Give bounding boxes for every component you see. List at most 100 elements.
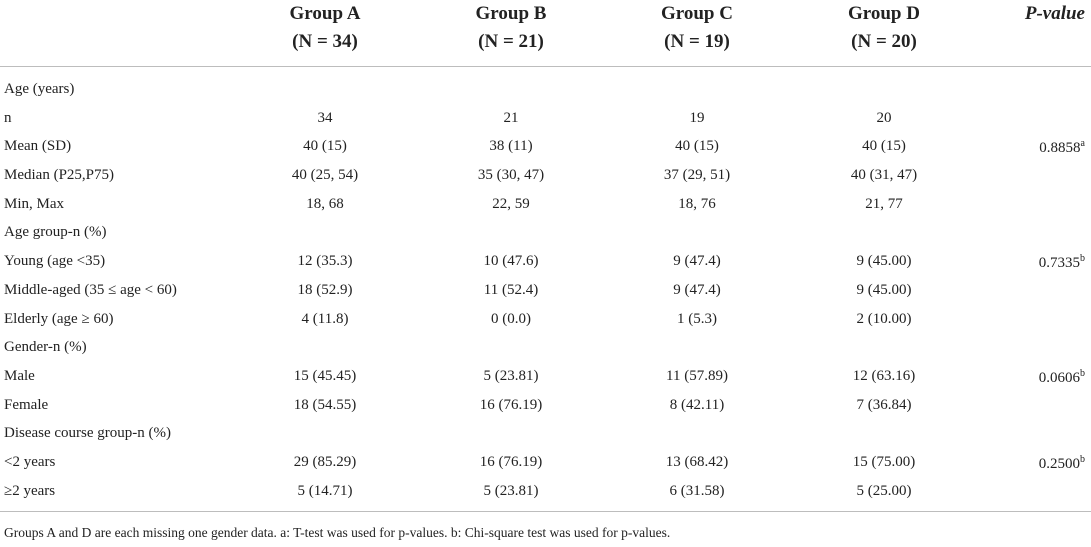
row-label: Young (age <35): [4, 253, 106, 270]
header-group-d-label: Group D: [848, 3, 920, 24]
cell-value: 40 (15): [675, 138, 719, 155]
table-row: Gender-n (%): [0, 333, 1091, 362]
cell-value: 5 (23.81): [483, 482, 539, 499]
cell-value: 1 (5.3): [677, 310, 717, 327]
cell-value: 21: [503, 109, 519, 126]
cell-pvalue: 0.2500b: [1039, 454, 1085, 473]
cell-value: 9 (47.4): [673, 253, 721, 270]
cell-value: 5 (25.00): [856, 482, 912, 499]
cell-value: 22, 59: [492, 195, 530, 212]
cell-value: 7 (36.84): [856, 396, 912, 413]
row-label: Middle-aged (35 ≤ age < 60): [4, 281, 177, 298]
pvalue-number: 0.8858: [1039, 140, 1081, 157]
cell-value: 18, 76: [678, 195, 716, 212]
cell-value: 9 (47.4): [673, 281, 721, 298]
header-group-c-label: Group C: [661, 3, 733, 24]
cell-value: 34: [317, 109, 333, 126]
row-label: Min, Max: [4, 195, 64, 212]
header-pvalue-label: P-value: [1024, 3, 1085, 24]
pvalue-superscript: a: [1080, 138, 1085, 150]
cell-value: 18 (52.9): [297, 281, 353, 298]
row-label: ≥2 years: [4, 482, 56, 499]
row-label: n: [4, 109, 12, 126]
cell-value: 4 (11.8): [301, 310, 349, 327]
cell-value: 6 (31.58): [669, 482, 725, 499]
pvalue-superscript: b: [1080, 253, 1085, 265]
cell-pvalue: 0.8858a: [1039, 138, 1085, 157]
cell-value: 0 (0.0): [491, 310, 531, 327]
header-group-b-n: (N = 21): [478, 31, 544, 52]
header-pvalue: P-value: [1025, 0, 1085, 28]
pvalue-number: 0.7335: [1038, 255, 1080, 272]
pvalue-superscript: b: [1080, 367, 1085, 379]
cell-value: 29 (85.29): [293, 453, 357, 470]
cell-value: 40 (31, 47): [850, 167, 918, 184]
row-label: Age group-n (%): [4, 224, 107, 241]
row-label: Gender-n (%): [4, 339, 87, 356]
header-group-c-n: (N = 19): [664, 31, 730, 52]
cell-value: 40 (15): [303, 138, 347, 155]
cell-value: 13 (68.42): [665, 453, 729, 470]
table-row: Age group-n (%): [0, 218, 1091, 247]
cell-value: 12 (35.3): [297, 253, 353, 270]
table-row: Min, Max 18, 68 22, 59 18, 76 21, 77: [0, 190, 1091, 219]
cell-value: 21, 77: [865, 195, 903, 212]
header-group-b: Group B (N = 21): [451, 0, 571, 56]
table-row: Young (age <35) 12 (35.3) 10 (47.6) 9 (47.4…: [0, 247, 1091, 276]
table-row: Age (years): [0, 75, 1091, 104]
cell-value: 40 (15): [862, 138, 906, 155]
row-label: Elderly (age ≥ 60): [4, 310, 114, 327]
row-label: Disease course group-n (%): [4, 425, 172, 442]
header-group-a: Group A (N = 34): [265, 0, 385, 56]
cell-value: 20: [876, 109, 892, 126]
table-footnote: Groups A and D are each missing one gend…: [4, 525, 671, 540]
table-row: Disease course group-n (%): [0, 419, 1091, 448]
header-group-d: Group D (N = 20): [824, 0, 944, 56]
cell-value: 19: [689, 109, 705, 126]
footer-divider: [0, 511, 1091, 512]
cell-pvalue: 0.0606b: [1039, 368, 1085, 387]
header-group-c: Group C (N = 19): [637, 0, 757, 56]
table-row: Median (P25,P75) 40 (25, 54) 35 (30, 47) 37…: [0, 161, 1091, 190]
cell-value: 9 (45.00): [856, 253, 912, 270]
cell-value: 5 (23.81): [483, 367, 539, 384]
cell-value: 11 (57.89): [666, 367, 728, 384]
table-header: Group A (N = 34) Group B (N = 21) Group …: [0, 0, 1091, 67]
cell-value: 11 (52.4): [483, 281, 539, 298]
table-row: Elderly (age ≥ 60) 4 (11.8) 0 (0.0) 1 (5.3)…: [0, 305, 1091, 334]
cell-value: 16 (76.19): [479, 453, 543, 470]
cell-value: 2 (10.00): [856, 310, 912, 327]
cell-value: 10 (47.6): [483, 253, 539, 270]
pvalue-number: 0.0606: [1038, 369, 1080, 386]
cell-value: 15 (45.45): [293, 367, 357, 384]
table-row: <2 years 29 (85.29) 16 (76.19) 13 (68.42) 15…: [0, 448, 1091, 477]
cell-value: 35 (30, 47): [477, 167, 545, 184]
cell-value: 18, 68: [306, 195, 344, 212]
table-row: ≥2 years 5 (14.71) 5 (23.81) 6 (31.58) 5 (25…: [0, 477, 1091, 506]
table-row: n 34 21 19 20: [0, 104, 1091, 133]
cell-value: 38 (11): [489, 138, 533, 155]
cell-value: 40 (25, 54): [291, 167, 359, 184]
cell-value: 5 (14.71): [297, 482, 353, 499]
table-row: Middle-aged (35 ≤ age < 60) 18 (52.9) 11 (…: [0, 276, 1091, 305]
cell-value: 15 (75.00): [852, 453, 916, 470]
table-row: Female 18 (54.55) 16 (76.19) 8 (42.11) 7 (36…: [0, 391, 1091, 420]
cell-value: 18 (54.55): [293, 396, 357, 413]
row-label: <2 years: [4, 453, 56, 470]
header-group-a-n: (N = 34): [292, 31, 358, 52]
pvalue-superscript: b: [1080, 453, 1085, 465]
cell-value: 9 (45.00): [856, 281, 912, 298]
table-row: Mean (SD) 40 (15) 38 (11) 40 (15) 40 (15) 0.8…: [0, 132, 1091, 161]
row-label: Age (years): [4, 81, 75, 97]
cell-value: 37 (29, 51): [663, 167, 731, 184]
cell-value: 16 (76.19): [479, 396, 543, 413]
row-label: Male: [4, 367, 35, 384]
table-body: Age (years) n 34 21 19 20 Mean (SD) 40 (15) 38 (…: [0, 67, 1091, 505]
header-group-d-n: (N = 20): [851, 31, 917, 52]
header-group-b-label: Group B: [475, 3, 547, 24]
row-label: Female: [4, 396, 49, 413]
header-group-a-label: Group A: [289, 3, 361, 24]
cell-value: 8 (42.11): [669, 396, 725, 413]
row-label: Median (P25,P75): [4, 167, 114, 184]
data-table: Group A (N = 34) Group B (N = 21) Group …: [0, 0, 1091, 505]
